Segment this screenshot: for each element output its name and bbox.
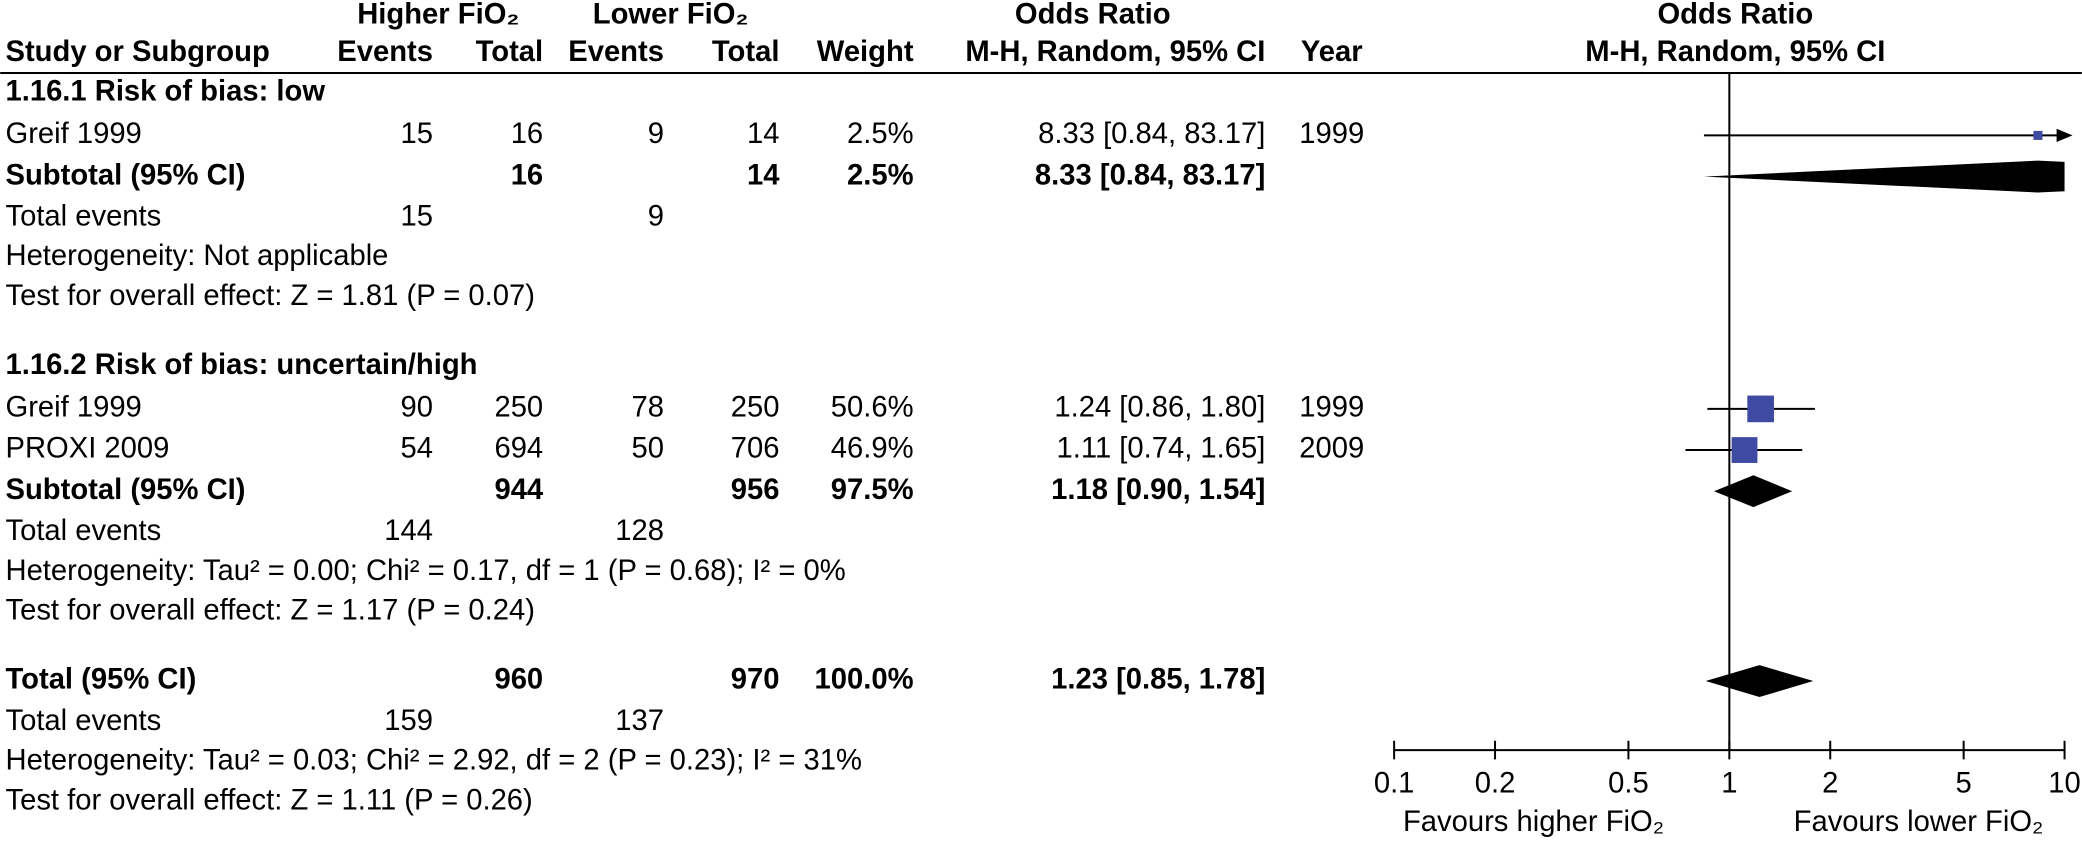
cell: 16	[511, 118, 543, 150]
cell: 14	[747, 159, 780, 191]
events-label: Total events	[6, 705, 162, 737]
study-marker	[1731, 437, 1758, 463]
cell: 15	[401, 118, 433, 150]
cell: 1.23 [0.85, 1.78]	[1051, 664, 1265, 696]
x-tick-label: 5	[1956, 767, 1972, 799]
cell: 159	[384, 705, 433, 737]
column-header: Study or Subgroup	[6, 36, 270, 68]
summary-diamond	[1705, 665, 1814, 697]
study-name: Greif 1999	[6, 118, 142, 150]
cell: 97.5%	[831, 474, 914, 506]
study-name: PROXI 2009	[6, 433, 170, 465]
ci-arrow	[2056, 128, 2073, 143]
cell: 2.5%	[847, 159, 914, 191]
summary-label: Subtotal (95% CI)	[6, 474, 246, 506]
column-header: M-H, Random, 95% CI	[965, 36, 1265, 68]
cell: 706	[731, 433, 780, 465]
cell: 8.33 [0.84, 83.17]	[1035, 159, 1265, 191]
summary-diamond	[1703, 160, 2065, 193]
group-header: Lower FiO₂	[593, 0, 749, 31]
cell: 1999	[1299, 118, 1364, 150]
study-marker	[2033, 130, 2043, 140]
cell: 960	[494, 664, 543, 696]
group-header: Odds Ratio	[1015, 0, 1171, 31]
cell: 46.9%	[831, 433, 914, 465]
events-label: Total events	[6, 200, 162, 232]
x-axis-label: Favours lower FiO₂	[1794, 806, 2044, 838]
study-name: Greif 1999	[6, 392, 142, 424]
cell: 250	[731, 392, 780, 424]
heterogeneity: Heterogeneity: Not applicable	[6, 240, 389, 272]
plot-area	[1703, 160, 2065, 697]
summary-label: Total (95% CI)	[6, 664, 197, 696]
cell: 50	[632, 433, 664, 465]
x-tick-label: 10	[2048, 767, 2080, 799]
column-header: Total	[476, 36, 544, 68]
cell: 15	[401, 200, 433, 232]
x-tick-label: 0.5	[1608, 767, 1649, 799]
cell: 128	[615, 515, 664, 547]
overall-effect: Test for overall effect: Z = 1.11 (P = 0…	[6, 785, 533, 817]
plot-title: Odds Ratio	[1657, 0, 1813, 31]
group-header: Higher FiO₂	[357, 0, 519, 31]
heterogeneity: Heterogeneity: Tau² = 0.03; Chi² = 2.92,…	[6, 745, 862, 777]
cell: 144	[384, 515, 433, 547]
summary-label: Subtotal (95% CI)	[6, 159, 246, 191]
cell: 90	[401, 392, 433, 424]
heterogeneity: Heterogeneity: Tau² = 0.00; Chi² = 0.17,…	[6, 555, 846, 587]
cell: 970	[731, 664, 780, 696]
x-tick-label: 0.2	[1475, 767, 1516, 799]
column-header: Weight	[817, 36, 914, 68]
overall-effect: Test for overall effect: Z = 1.17 (P = 0…	[6, 595, 535, 627]
plot-subtitle: M-H, Random, 95% CI	[1585, 36, 1885, 68]
cell: 78	[632, 392, 664, 424]
column-header: Events	[337, 36, 433, 68]
cell: 1999	[1299, 392, 1364, 424]
cell: 14	[747, 118, 779, 150]
cell: 250	[494, 392, 543, 424]
subgroup-title: 1.16.2 Risk of bias: uncertain/high	[6, 349, 478, 381]
overall-effect: Test for overall effect: Z = 1.81 (P = 0…	[6, 280, 535, 312]
column-header: Total	[712, 36, 780, 68]
study-marker	[1747, 395, 1774, 423]
cell: 1.24 [0.86, 1.80]	[1054, 392, 1265, 424]
cell: 100.0%	[815, 664, 914, 696]
cell: 1.18 [0.90, 1.54]	[1051, 474, 1265, 506]
summary-diamond	[1714, 475, 1793, 508]
cell: 137	[615, 705, 664, 737]
cell: 2009	[1299, 433, 1364, 465]
column-header: Year	[1301, 36, 1363, 68]
x-tick-label: 0.1	[1374, 767, 1415, 799]
x-tick-label: 1	[1721, 767, 1737, 799]
cell: 8.33 [0.84, 83.17]	[1038, 118, 1265, 150]
events-label: Total events	[6, 515, 162, 547]
cell: 54	[401, 433, 433, 465]
x-axis-label: Favours higher FiO₂	[1403, 806, 1664, 838]
cell: 956	[731, 474, 780, 506]
cell: 16	[511, 159, 543, 191]
subgroup-title: 1.16.1 Risk of bias: low	[6, 76, 326, 108]
cell: 1.11 [0.74, 1.65]	[1057, 433, 1266, 465]
cell: 50.6%	[831, 392, 914, 424]
cell: 944	[494, 474, 543, 506]
x-tick-label: 2	[1822, 767, 1838, 799]
cell: 9	[648, 118, 664, 150]
cell: 2.5%	[847, 118, 914, 150]
cell: 9	[648, 200, 664, 232]
cell: 694	[494, 433, 543, 465]
column-header: Events	[568, 36, 664, 68]
